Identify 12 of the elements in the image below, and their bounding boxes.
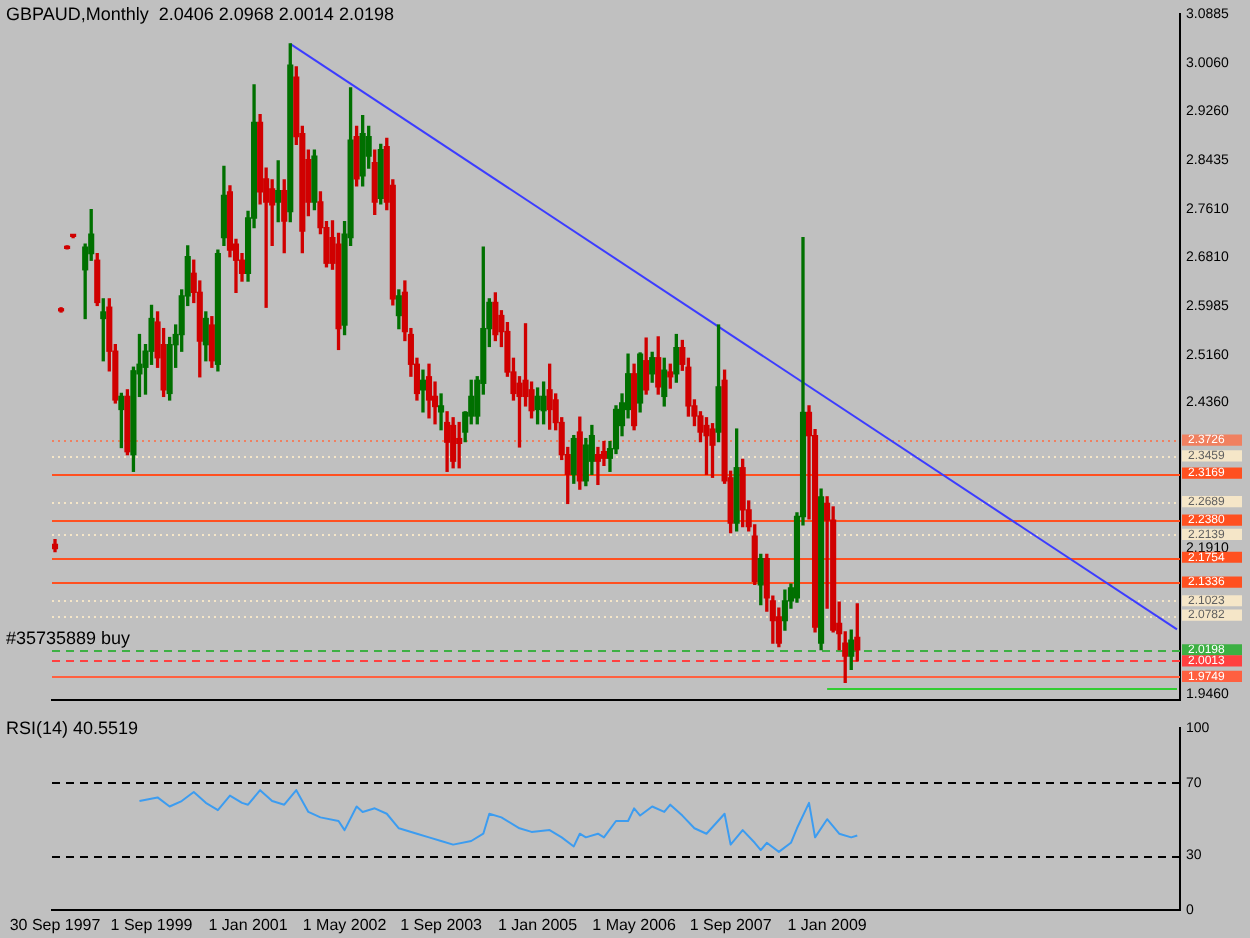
x-tick-label: 1 Jan 2009 <box>787 916 868 935</box>
x-tick-label: 1 Jan 2001 <box>208 916 289 935</box>
chart-title: RSI(14) 40.5519 <box>6 717 139 738</box>
x-tick-label: 1 Sep 2003 <box>400 916 484 935</box>
x-tick-label: 1 Sep 1999 <box>110 916 194 935</box>
annotation: #35735889 buy <box>6 627 132 648</box>
x-tick-label: 30 Sep 1997 <box>9 916 102 935</box>
x-tick-label: 1 Sep 2007 <box>689 916 773 935</box>
x-tick-label: 1 May 2002 <box>302 916 388 935</box>
x-tick-label: 1 May 2006 <box>592 916 677 935</box>
chart-title: GBPAUD,Monthly 2.0406 2.0968 2.0014 2.0198 <box>6 3 394 24</box>
x-tick-label: 1 Jan 2005 <box>497 916 579 935</box>
